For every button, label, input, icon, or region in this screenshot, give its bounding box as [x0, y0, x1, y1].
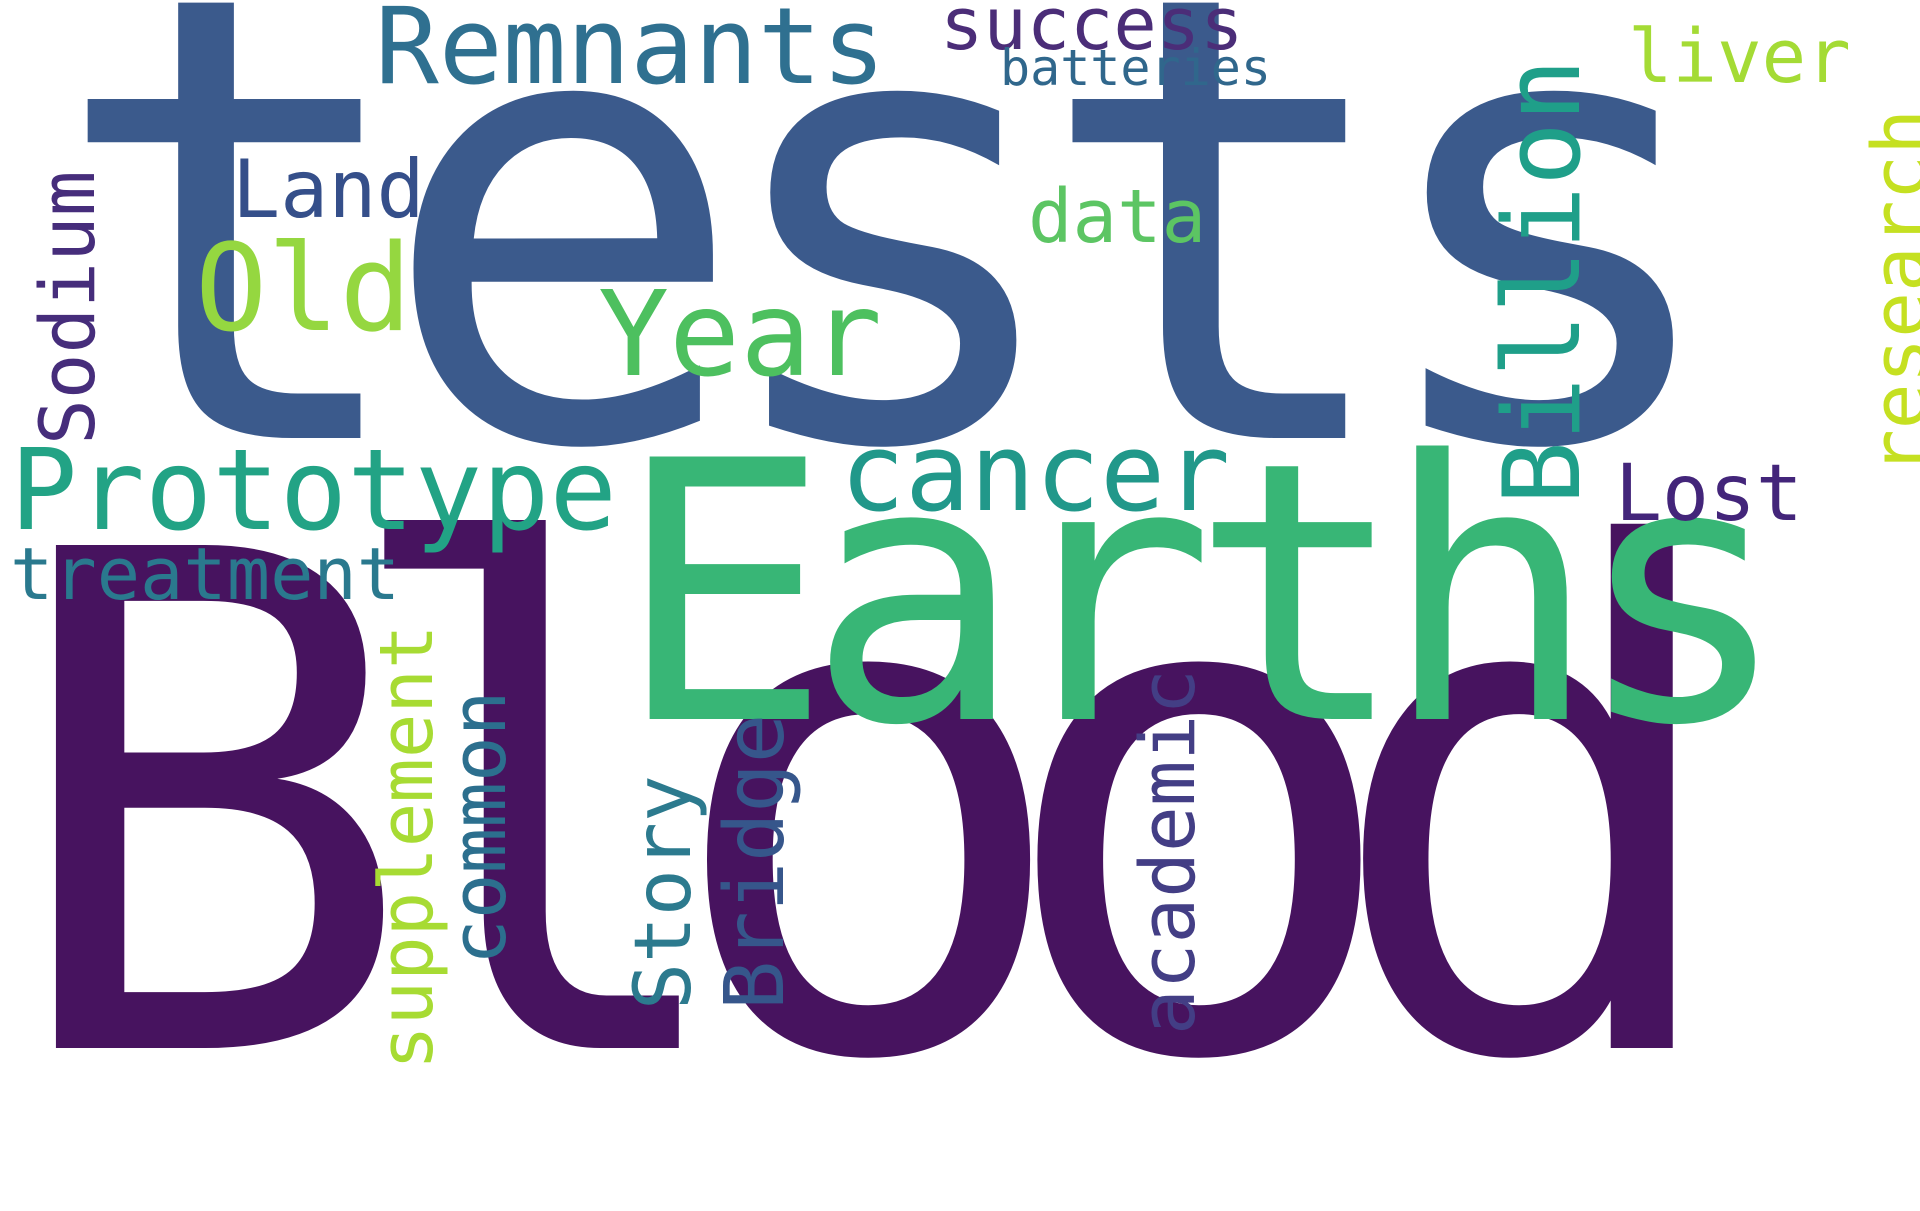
word-billion: Billion [1481, 58, 1604, 505]
word-cancer: cancer [840, 411, 1231, 536]
word-remnants: Remnants [375, 0, 886, 108]
word-land: Land [232, 143, 425, 236]
word-cloud: tests Blood Earths Remnants success batt… [0, 0, 1920, 1155]
word-supplement: supplement [364, 624, 450, 1070]
word-liver: liver [1628, 14, 1851, 100]
word-sodium: Sodium [23, 170, 112, 445]
word-lost: Lost [1615, 449, 1803, 539]
word-prototype: Prototype [10, 426, 617, 556]
word-academic: academic [1123, 668, 1212, 1035]
word-research: research [1855, 108, 1920, 475]
word-treatment: treatment [10, 532, 401, 616]
word-bridge: Bridge [708, 713, 803, 1010]
word-story: Story [619, 775, 709, 1010]
word-data: data [1028, 174, 1207, 260]
word-blood: Blood [0, 408, 1737, 1211]
word-old: Old [195, 220, 412, 359]
word-common: common [434, 690, 523, 965]
word-earths: Earths [615, 385, 1790, 804]
word-tests: tests [48, 0, 1734, 585]
word-batteries: batteries [1000, 39, 1271, 97]
word-year: Year [598, 265, 883, 403]
word-success: success [940, 0, 1244, 66]
